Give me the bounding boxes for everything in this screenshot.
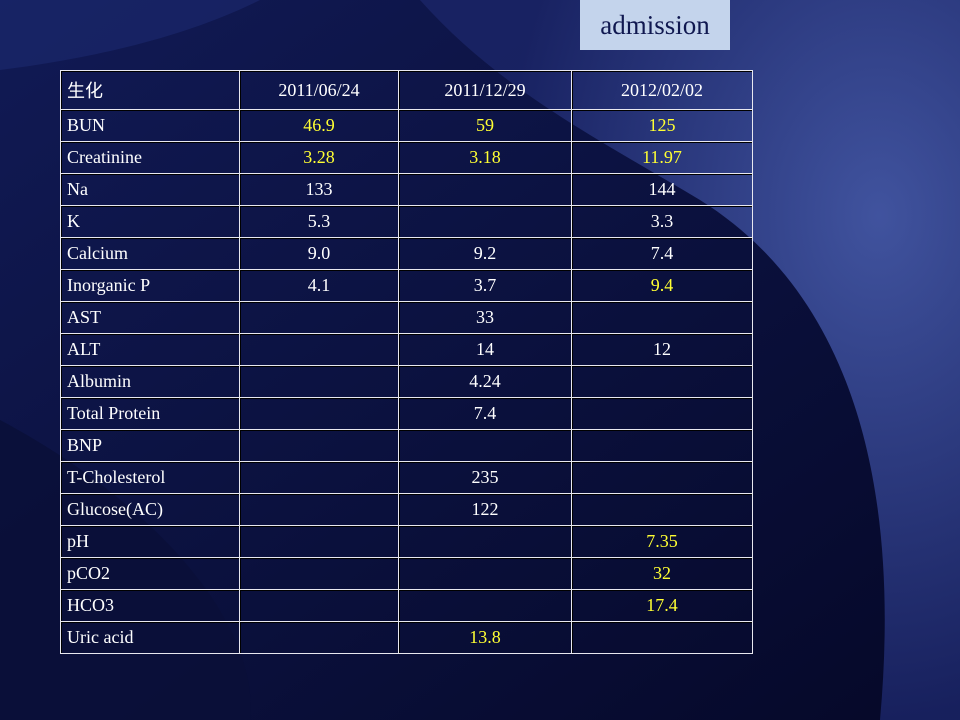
value-cell	[239, 589, 399, 622]
row-label: Na	[60, 173, 240, 206]
value-cell: 59	[398, 109, 572, 142]
row-label: K	[60, 205, 240, 238]
row-label: T-Cholesterol	[60, 461, 240, 494]
value-cell	[239, 525, 399, 558]
data-row: pH 7.35	[60, 525, 753, 558]
data-row: Inorganic P 4.1 3.7 9.4	[60, 269, 753, 302]
value-cell: 11.97	[571, 141, 753, 174]
value-cell	[571, 429, 753, 462]
data-row: HCO3 17.4	[60, 589, 753, 622]
data-row: ALT 14 12	[60, 333, 753, 366]
value-cell: 13.8	[398, 621, 572, 654]
header-row: 生化 2011/06/24 2011/12/29 2012/02/02	[60, 70, 753, 110]
value-cell	[398, 429, 572, 462]
data-row: Calcium 9.0 9.2 7.4	[60, 237, 753, 270]
row-label: pH	[60, 525, 240, 558]
value-cell	[239, 301, 399, 334]
value-cell: 7.35	[571, 525, 753, 558]
header-cell: 2011/12/29	[398, 70, 572, 110]
value-cell	[398, 173, 572, 206]
value-cell	[239, 621, 399, 654]
value-cell: 3.18	[398, 141, 572, 174]
value-cell: 9.2	[398, 237, 572, 270]
data-row: Total Protein 7.4	[60, 397, 753, 430]
value-cell	[239, 429, 399, 462]
data-row: Na 133 144	[60, 173, 753, 206]
value-cell	[398, 525, 572, 558]
value-cell	[571, 301, 753, 334]
data-row: Albumin 4.24	[60, 365, 753, 398]
value-cell	[239, 397, 399, 430]
header-cell: 2011/06/24	[239, 70, 399, 110]
value-cell: 17.4	[571, 589, 753, 622]
data-row: T-Cholesterol 235	[60, 461, 753, 494]
lab-table: 生化 2011/06/24 2011/12/29 2012/02/02 BUN 46.9 5…	[60, 70, 753, 654]
value-cell: 14	[398, 333, 572, 366]
value-cell	[239, 333, 399, 366]
header-cell: 2012/02/02	[571, 70, 753, 110]
value-cell: 3.7	[398, 269, 572, 302]
value-cell: 7.4	[398, 397, 572, 430]
row-label: HCO3	[60, 589, 240, 622]
value-cell: 32	[571, 557, 753, 590]
header-cell: 生化	[60, 70, 240, 110]
data-row: BNP	[60, 429, 753, 462]
row-label: BNP	[60, 429, 240, 462]
data-row: Uric acid 13.8	[60, 621, 753, 654]
value-cell	[398, 557, 572, 590]
data-row: Creatinine 3.28 3.18 11.97	[60, 141, 753, 174]
value-cell: 125	[571, 109, 753, 142]
value-cell	[571, 493, 753, 526]
row-label: Total Protein	[60, 397, 240, 430]
value-cell: 4.24	[398, 365, 572, 398]
data-row: pCO2 32	[60, 557, 753, 590]
value-cell	[398, 589, 572, 622]
row-label: Glucose(AC)	[60, 493, 240, 526]
value-cell: 9.0	[239, 237, 399, 270]
value-cell: 144	[571, 173, 753, 206]
value-cell: 46.9	[239, 109, 399, 142]
value-cell	[398, 205, 572, 238]
value-cell: 3.3	[571, 205, 753, 238]
value-cell	[571, 461, 753, 494]
value-cell	[571, 621, 753, 654]
data-row: BUN 46.9 59 125	[60, 109, 753, 142]
value-cell: 4.1	[239, 269, 399, 302]
data-row: AST 33	[60, 301, 753, 334]
value-cell: 3.28	[239, 141, 399, 174]
row-label: BUN	[60, 109, 240, 142]
value-cell	[571, 397, 753, 430]
row-label: Inorganic P	[60, 269, 240, 302]
value-cell	[571, 365, 753, 398]
row-label: Albumin	[60, 365, 240, 398]
value-cell	[239, 493, 399, 526]
value-cell: 122	[398, 493, 572, 526]
row-label: Uric acid	[60, 621, 240, 654]
value-cell	[239, 461, 399, 494]
row-label: ALT	[60, 333, 240, 366]
value-cell: 7.4	[571, 237, 753, 270]
row-label: pCO2	[60, 557, 240, 590]
value-cell: 9.4	[571, 269, 753, 302]
value-cell: 133	[239, 173, 399, 206]
value-cell: 5.3	[239, 205, 399, 238]
row-label: Calcium	[60, 237, 240, 270]
value-cell: 33	[398, 301, 572, 334]
value-cell	[239, 365, 399, 398]
admission-label: admission	[580, 0, 730, 50]
row-label: AST	[60, 301, 240, 334]
row-label: Creatinine	[60, 141, 240, 174]
value-cell	[239, 557, 399, 590]
value-cell: 235	[398, 461, 572, 494]
data-row: K 5.3 3.3	[60, 205, 753, 238]
data-row: Glucose(AC) 122	[60, 493, 753, 526]
value-cell: 12	[571, 333, 753, 366]
